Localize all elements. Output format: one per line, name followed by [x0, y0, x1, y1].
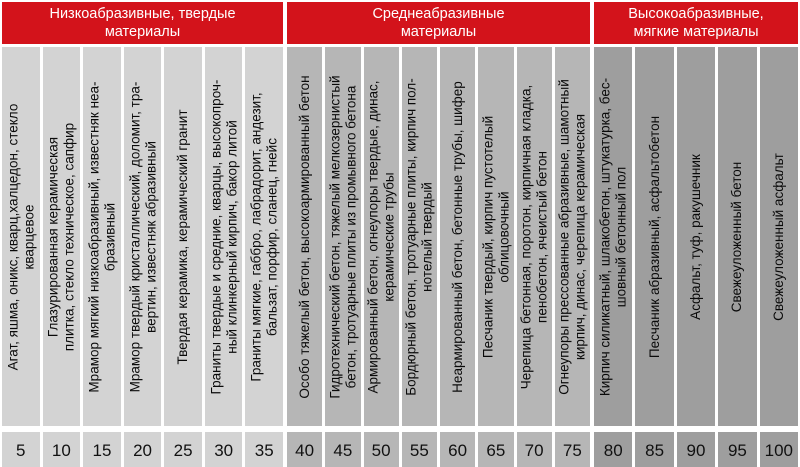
material-column: Бордюрный бетон, тротуарные плиты, кирпи… — [401, 47, 437, 426]
material-label: Граниты мягкие, габбро, лабрадорит, анде… — [248, 91, 280, 382]
value-cell: 90 — [676, 432, 716, 467]
material-label: Кирпич силикатный, шлакобетон, штукатурк… — [597, 77, 629, 396]
material-column: Песчаник твердый, кирпич пустотелый обли… — [478, 47, 514, 426]
material-column: Армированный бетон, огнеупоры твердые, д… — [363, 47, 399, 426]
material-column: Черепица бетонная, поротон, кирпичная кл… — [516, 47, 552, 426]
value-cell: 40 — [287, 432, 323, 467]
material-column: Граниты твердые и средние, кварцы, высок… — [204, 47, 243, 426]
value-group-high-abrasive-soft-materials: 80 85 90 95 100 — [594, 432, 799, 467]
value-cell: 50 — [363, 432, 399, 467]
values-row: 5 10 15 20 25 30 35 40 45 50 55 60 65 70 75 80 85 90 95 100 — [2, 432, 799, 467]
material-label: Особо тяжелый бетон, высокоармированный … — [296, 74, 312, 399]
material-column: Гидротехнический бетон, тяжелый мелкозер… — [325, 47, 361, 426]
material-column: Песчаник абразивный, асфальтобетон — [635, 47, 674, 426]
material-label: Песчаник твердый, кирпич пустотелый обли… — [480, 115, 511, 358]
material-label: Граниты твердые и средние, кварцы, высок… — [208, 79, 239, 394]
material-column: Кирпич силикатный, шлакобетон, штукатурк… — [594, 47, 633, 426]
columns-row: Агат, яшма, оникс, кварц,халцедон, стекл… — [2, 47, 799, 426]
value-cell: 35 — [245, 432, 284, 467]
column-group-low-abrasive-hard-materials: Агат, яшма, оникс, кварц,халцедон, стекл… — [2, 47, 284, 426]
value-cell: 55 — [401, 432, 437, 467]
material-label: Песчаник абразивный, асфальтобетон — [646, 115, 662, 358]
material-label: Бордюрный бетон, тротуарные плиты, кирпи… — [403, 77, 435, 396]
value-cell: 10 — [42, 432, 81, 467]
value-cell: 65 — [478, 432, 514, 467]
material-column: Мрамор твердый кристаллический, доломит,… — [123, 47, 162, 426]
value-cell: 5 — [2, 432, 40, 467]
value-cell: 70 — [516, 432, 552, 467]
value-cell: 75 — [554, 432, 590, 467]
material-label: Асфальт, туф, ракушечник — [688, 153, 704, 320]
material-column: Агат, яшма, оникс, кварц,халцедон, стекл… — [2, 47, 40, 426]
material-column: Свежеуложенный бетон — [718, 47, 757, 426]
material-column: Огнеупоры прессованные абразивные, шамот… — [554, 47, 590, 426]
material-column: Свежеуложенный асфальт — [759, 47, 799, 426]
material-column: Особо тяжелый бетон, высокоармированный … — [287, 47, 323, 426]
material-label: Гидротехнический бетон, тяжелый мелкозер… — [327, 74, 358, 399]
material-label: Огнеупоры прессованные абразивные, шамот… — [556, 78, 588, 395]
value-cell: 80 — [594, 432, 633, 467]
value-group-low-abrasive-hard-materials: 5 10 15 20 25 30 35 — [2, 432, 284, 467]
group-header-low-abrasive-hard-materials: Низкоабразивные, твердые материалы — [2, 2, 283, 44]
material-column: Граниты мягкие, габбро, лабрадорит, анде… — [245, 47, 284, 426]
material-label: Свежеуложенный бетон — [729, 161, 745, 312]
group-header-medium-abrasive-materials: Среднеабразивные материалы — [287, 2, 590, 44]
value-cell: 60 — [440, 432, 476, 467]
value-cell: 20 — [123, 432, 162, 467]
material-label: Глазурированная керамическая плитка, сте… — [45, 122, 77, 351]
value-cell: 25 — [164, 432, 202, 467]
value-cell: 85 — [635, 432, 674, 467]
material-column: Неармированный бетон, бетонные трубы, ши… — [440, 47, 476, 426]
material-column: Глазурированная керамическая плитка, сте… — [42, 47, 81, 426]
column-group-medium-abrasive-materials: Особо тяжелый бетон, высокоармированный … — [287, 47, 590, 426]
column-group-high-abrasive-soft-materials: Кирпич силикатный, шлакобетон, штукатурк… — [594, 47, 799, 426]
material-label: Мрамор мягкий низкоабразивный, известняк… — [86, 80, 117, 393]
group-header-high-abrasive-soft-materials: Высокоабразивные, мягкие материалы — [594, 2, 798, 44]
material-column: Мрамор мягкий низкоабразивный, известняк… — [83, 47, 121, 426]
material-label: Агат, яшма, оникс, кварц,халцедон, стекл… — [5, 103, 36, 370]
value-cell: 100 — [759, 432, 799, 467]
material-label: Армированный бетон, огнеупоры твердые, д… — [365, 79, 397, 394]
value-cell: 45 — [325, 432, 361, 467]
material-label: Мрамор твердый кристаллический, доломит,… — [126, 81, 158, 392]
value-cell: 95 — [718, 432, 757, 467]
material-label: Свежеуложенный асфальт — [771, 152, 786, 321]
value-cell: 15 — [83, 432, 121, 467]
material-label: Черепица бетонная, поротон, кирпичная кл… — [518, 84, 550, 389]
headers-row: Низкоабразивные, твердые материалы Средне… — [2, 2, 798, 44]
material-column: Твердая керамика, керамический гранит — [164, 47, 202, 426]
material-label: Неармированный бетон, бетонные трубы, ши… — [449, 80, 465, 393]
material-column: Асфальт, туф, ракушечник — [676, 47, 716, 426]
value-group-medium-abrasive-materials: 40 45 50 55 60 65 70 75 — [287, 432, 590, 467]
value-cell: 30 — [204, 432, 243, 467]
material-label: Твердая керамика, керамический гранит — [175, 109, 191, 364]
